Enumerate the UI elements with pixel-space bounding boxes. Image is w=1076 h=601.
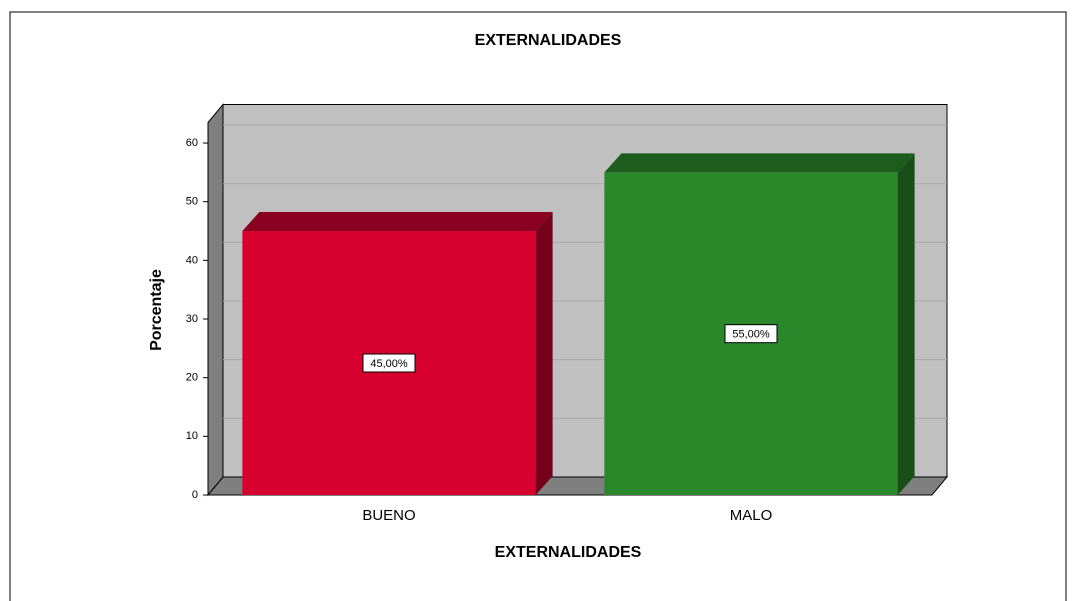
frame xyxy=(9,11,1067,601)
y-tick-label: 50 xyxy=(186,196,198,208)
x-tick-label: BUENO xyxy=(362,507,415,524)
value-label-box xyxy=(362,353,416,373)
chart-title: EXTERNALIDADES xyxy=(475,32,622,49)
bar-top xyxy=(604,153,915,173)
bar-side xyxy=(897,153,915,496)
x-tick-label: MALO xyxy=(730,507,773,524)
value-label: 45,00% xyxy=(370,358,408,370)
left-wall xyxy=(207,103,224,497)
y-tick-label: 0 xyxy=(192,489,198,501)
value-label-box xyxy=(724,324,778,344)
bar-side xyxy=(535,212,553,495)
y-tick-label: 20 xyxy=(186,372,198,384)
y-tick-label: 30 xyxy=(186,313,198,325)
bar-top xyxy=(242,212,553,232)
y-axis-label: Porcentaje xyxy=(148,269,165,351)
y-tick-label: 40 xyxy=(186,254,198,266)
value-label: 55,00% xyxy=(732,329,770,341)
y-tick-label: 10 xyxy=(186,430,198,442)
y-tick-label: 60 xyxy=(186,137,198,149)
x-axis-label: EXTERNALIDADES xyxy=(495,544,642,561)
